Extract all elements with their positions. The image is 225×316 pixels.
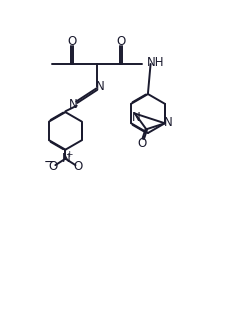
Text: N: N [61, 152, 70, 165]
Text: O: O [73, 160, 82, 173]
Text: NH: NH [146, 56, 164, 69]
Text: N: N [68, 98, 77, 111]
Text: O: O [137, 137, 146, 150]
Text: O: O [68, 35, 77, 48]
Text: N: N [164, 116, 172, 129]
Text: +: + [65, 150, 72, 159]
Text: O: O [48, 160, 58, 173]
Text: N: N [131, 111, 140, 124]
Text: −: − [44, 156, 54, 169]
Text: N: N [96, 80, 104, 93]
Text: O: O [116, 35, 125, 48]
